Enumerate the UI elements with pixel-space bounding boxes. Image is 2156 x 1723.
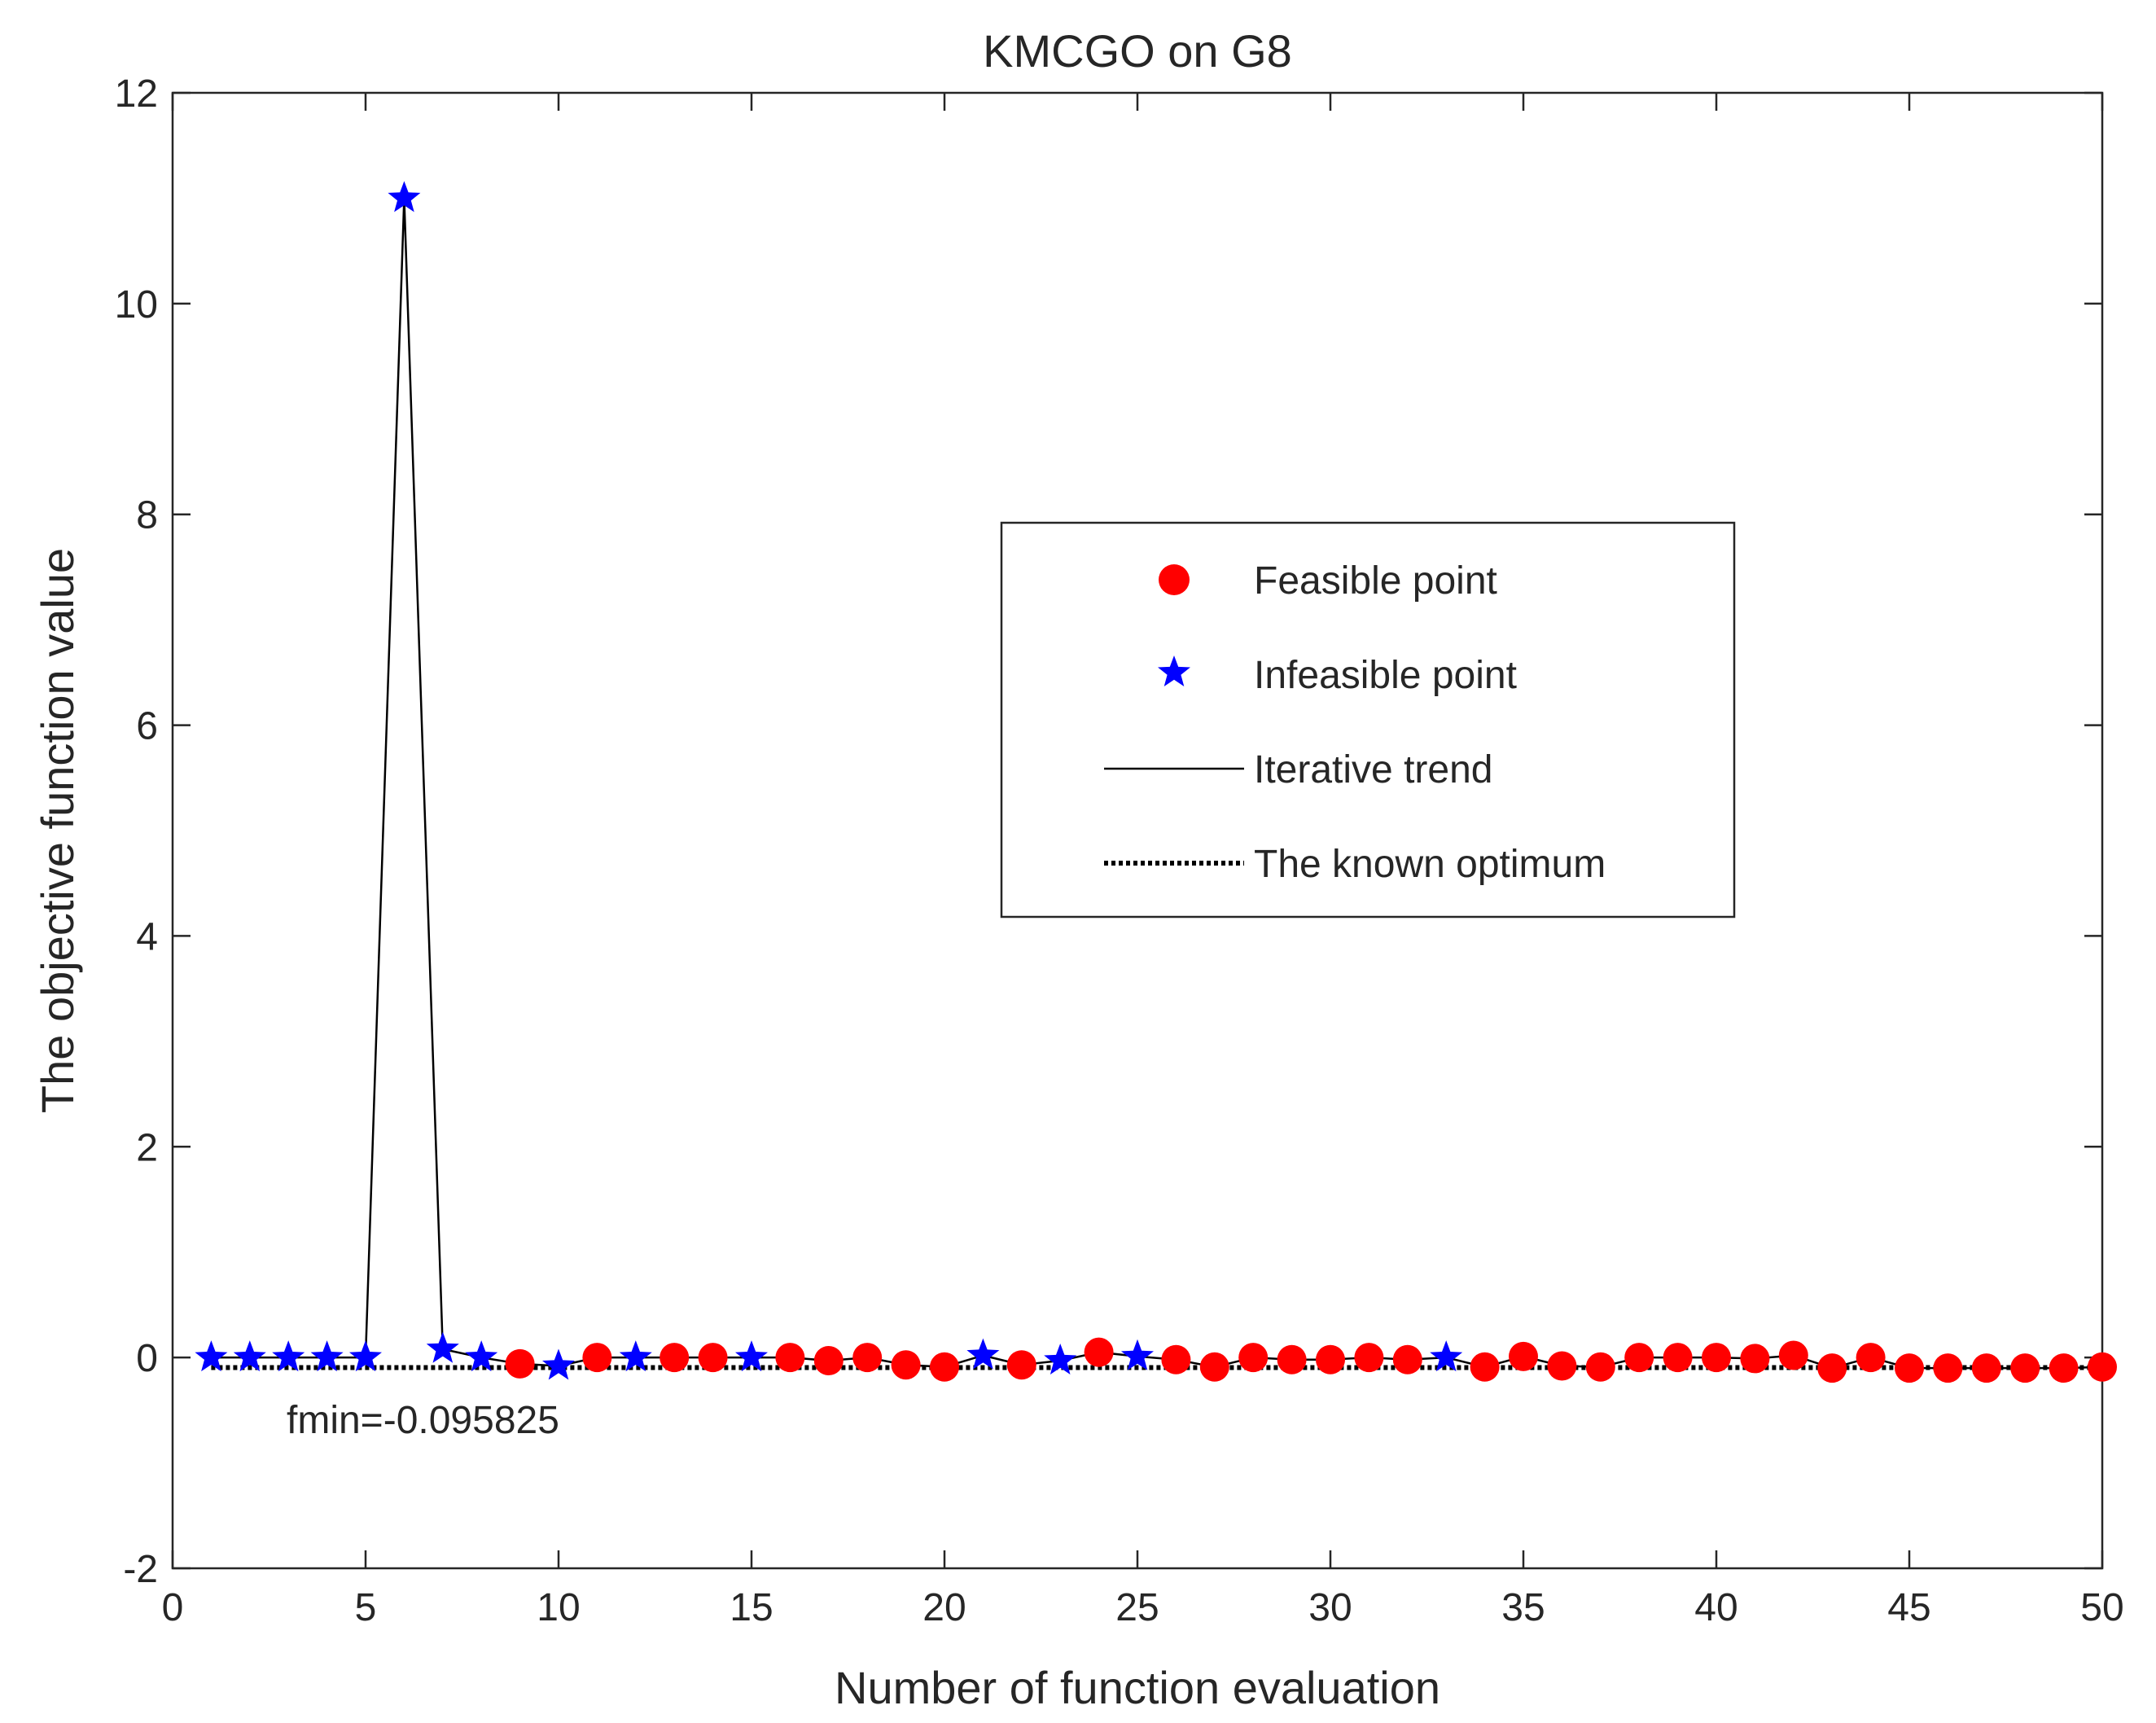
feasible-point — [1817, 1353, 1847, 1383]
feasible-point — [698, 1343, 728, 1373]
y-tick-label: 10 — [115, 283, 158, 327]
infeasible-point — [272, 1340, 305, 1372]
feasible-point — [891, 1350, 921, 1380]
feasible-point — [1392, 1344, 1422, 1374]
feasible-point — [775, 1343, 805, 1373]
infeasible-point — [349, 1340, 382, 1372]
feasible-point — [1547, 1351, 1577, 1381]
feasible-point — [1238, 1343, 1269, 1373]
x-axis-title: Number of function evaluation — [835, 1662, 1440, 1713]
infeasible-point — [195, 1340, 228, 1372]
x-tick-label: 15 — [730, 1586, 773, 1629]
x-tick-label: 45 — [1887, 1586, 1930, 1629]
feasible-point — [1316, 1344, 1345, 1374]
x-tick-label: 35 — [1501, 1586, 1545, 1629]
feasible-point — [1585, 1352, 1615, 1382]
feasible-point — [1006, 1350, 1036, 1380]
chart-title: KMCGO on G8 — [983, 25, 1292, 77]
infeasible-point — [735, 1340, 768, 1372]
feasible-point — [1971, 1353, 2001, 1383]
legend-optimum-label: The known optimum — [1254, 843, 1606, 886]
infeasible-point — [1044, 1344, 1077, 1374]
infeasible-point — [310, 1340, 344, 1372]
infeasible-point — [966, 1338, 1000, 1370]
x-tick-label: 30 — [1308, 1586, 1352, 1629]
feasible-point — [2088, 1352, 2117, 1382]
legend-feasible-label: Feasible point — [1254, 559, 1497, 603]
y-tick-label: 6 — [136, 705, 158, 748]
x-tick-label: 25 — [1115, 1586, 1159, 1629]
feasible-point — [1933, 1353, 1963, 1383]
y-tick-label: 4 — [136, 915, 158, 958]
feasible-point — [1277, 1344, 1307, 1374]
legend: Feasible point Infeasible point Iterativ… — [1000, 521, 1736, 918]
legend-infeasible-label: Infeasible point — [1254, 654, 1517, 697]
infeasible-point — [619, 1340, 652, 1372]
feasible-point — [660, 1343, 690, 1373]
y-tick-label: 8 — [136, 494, 158, 537]
feasible-point — [1702, 1343, 1731, 1373]
feasible-point — [1895, 1353, 1924, 1383]
feasible-point — [852, 1343, 883, 1373]
feasible-point — [1856, 1343, 1886, 1373]
feasible-point — [1161, 1344, 1191, 1374]
legend-trend-label: Iterative trend — [1254, 748, 1492, 791]
feasible-point — [1624, 1343, 1654, 1373]
feasible-point — [582, 1343, 612, 1373]
y-tick-label: 0 — [136, 1337, 158, 1380]
infeasible-point — [1430, 1340, 1463, 1372]
feasible-point — [2049, 1353, 2079, 1383]
feasible-point — [1470, 1352, 1500, 1382]
feasible-point — [1740, 1344, 1770, 1374]
y-tick-label: -2 — [123, 1548, 158, 1591]
feasible-point — [930, 1352, 959, 1382]
feasible-point — [1084, 1337, 1114, 1367]
legend-feasible-marker — [1159, 564, 1190, 595]
y-axis-title: The objective function value — [32, 548, 83, 1113]
fmin-annotation: fmin=-0.095825 — [287, 1399, 559, 1442]
markers — [195, 181, 2117, 1383]
infeasible-point — [465, 1340, 498, 1372]
x-tick-label: 0 — [162, 1586, 184, 1629]
y-tick-label: 2 — [136, 1126, 158, 1169]
infeasible-point — [542, 1348, 575, 1380]
feasible-point — [813, 1346, 844, 1376]
feasible-point — [1509, 1341, 1538, 1371]
feasible-point — [1354, 1343, 1384, 1373]
legend-infeasible-marker — [1158, 655, 1190, 686]
y-tick-label: 12 — [115, 72, 158, 116]
infeasible-point — [233, 1340, 266, 1372]
x-tick-label: 5 — [355, 1586, 377, 1629]
feasible-point — [1663, 1343, 1693, 1373]
infeasible-point — [388, 181, 421, 213]
feasible-point — [505, 1348, 535, 1379]
infeasible-point — [1121, 1339, 1154, 1370]
infeasible-point — [426, 1331, 459, 1363]
x-tick-label: 10 — [537, 1586, 580, 1629]
feasible-point — [1199, 1352, 1229, 1382]
legend-box — [1000, 521, 1736, 918]
x-tick-label: 20 — [922, 1586, 966, 1629]
feasible-point — [2010, 1353, 2040, 1383]
x-tick-label: 50 — [2080, 1586, 2123, 1629]
x-tick-label: 40 — [1694, 1586, 1738, 1629]
feasible-point — [1778, 1340, 1808, 1370]
